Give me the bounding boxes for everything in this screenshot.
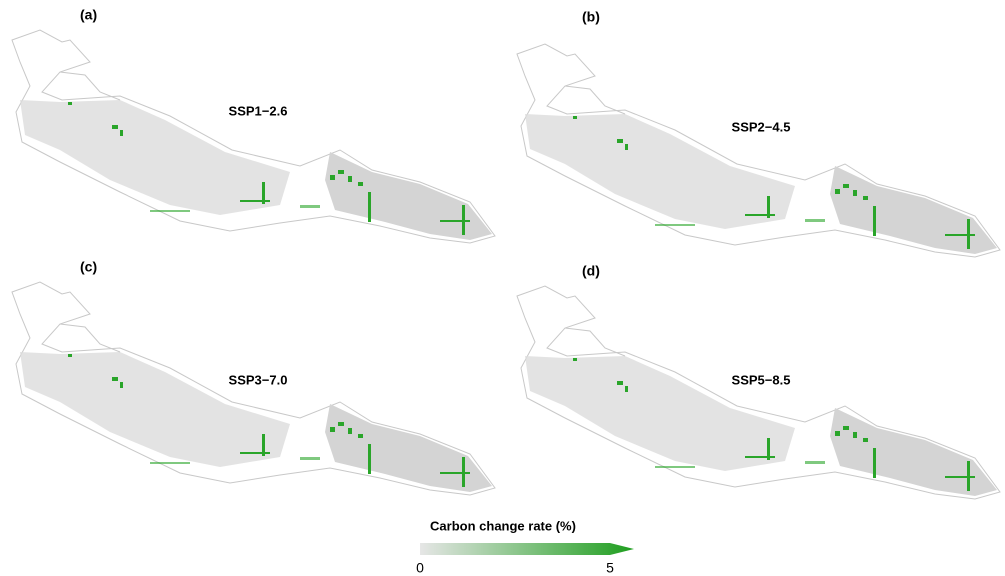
panel-title: SSP2−4.5 — [732, 119, 791, 134]
panel-title: SSP5−8.5 — [732, 372, 791, 387]
panel-label: (c) — [80, 259, 97, 275]
panel-title: SSP1−2.6 — [229, 103, 288, 118]
tick-label: 5 — [606, 560, 614, 576]
panel-label: (b) — [582, 9, 600, 25]
panel-title: SSP3−7.0 — [229, 372, 288, 387]
tick-label: 0 — [416, 560, 424, 576]
color-bar — [420, 543, 634, 555]
legend-title: Carbon change rate (%) — [430, 518, 576, 533]
panel-label: (a) — [80, 7, 97, 23]
panel-label: (d) — [582, 263, 600, 279]
